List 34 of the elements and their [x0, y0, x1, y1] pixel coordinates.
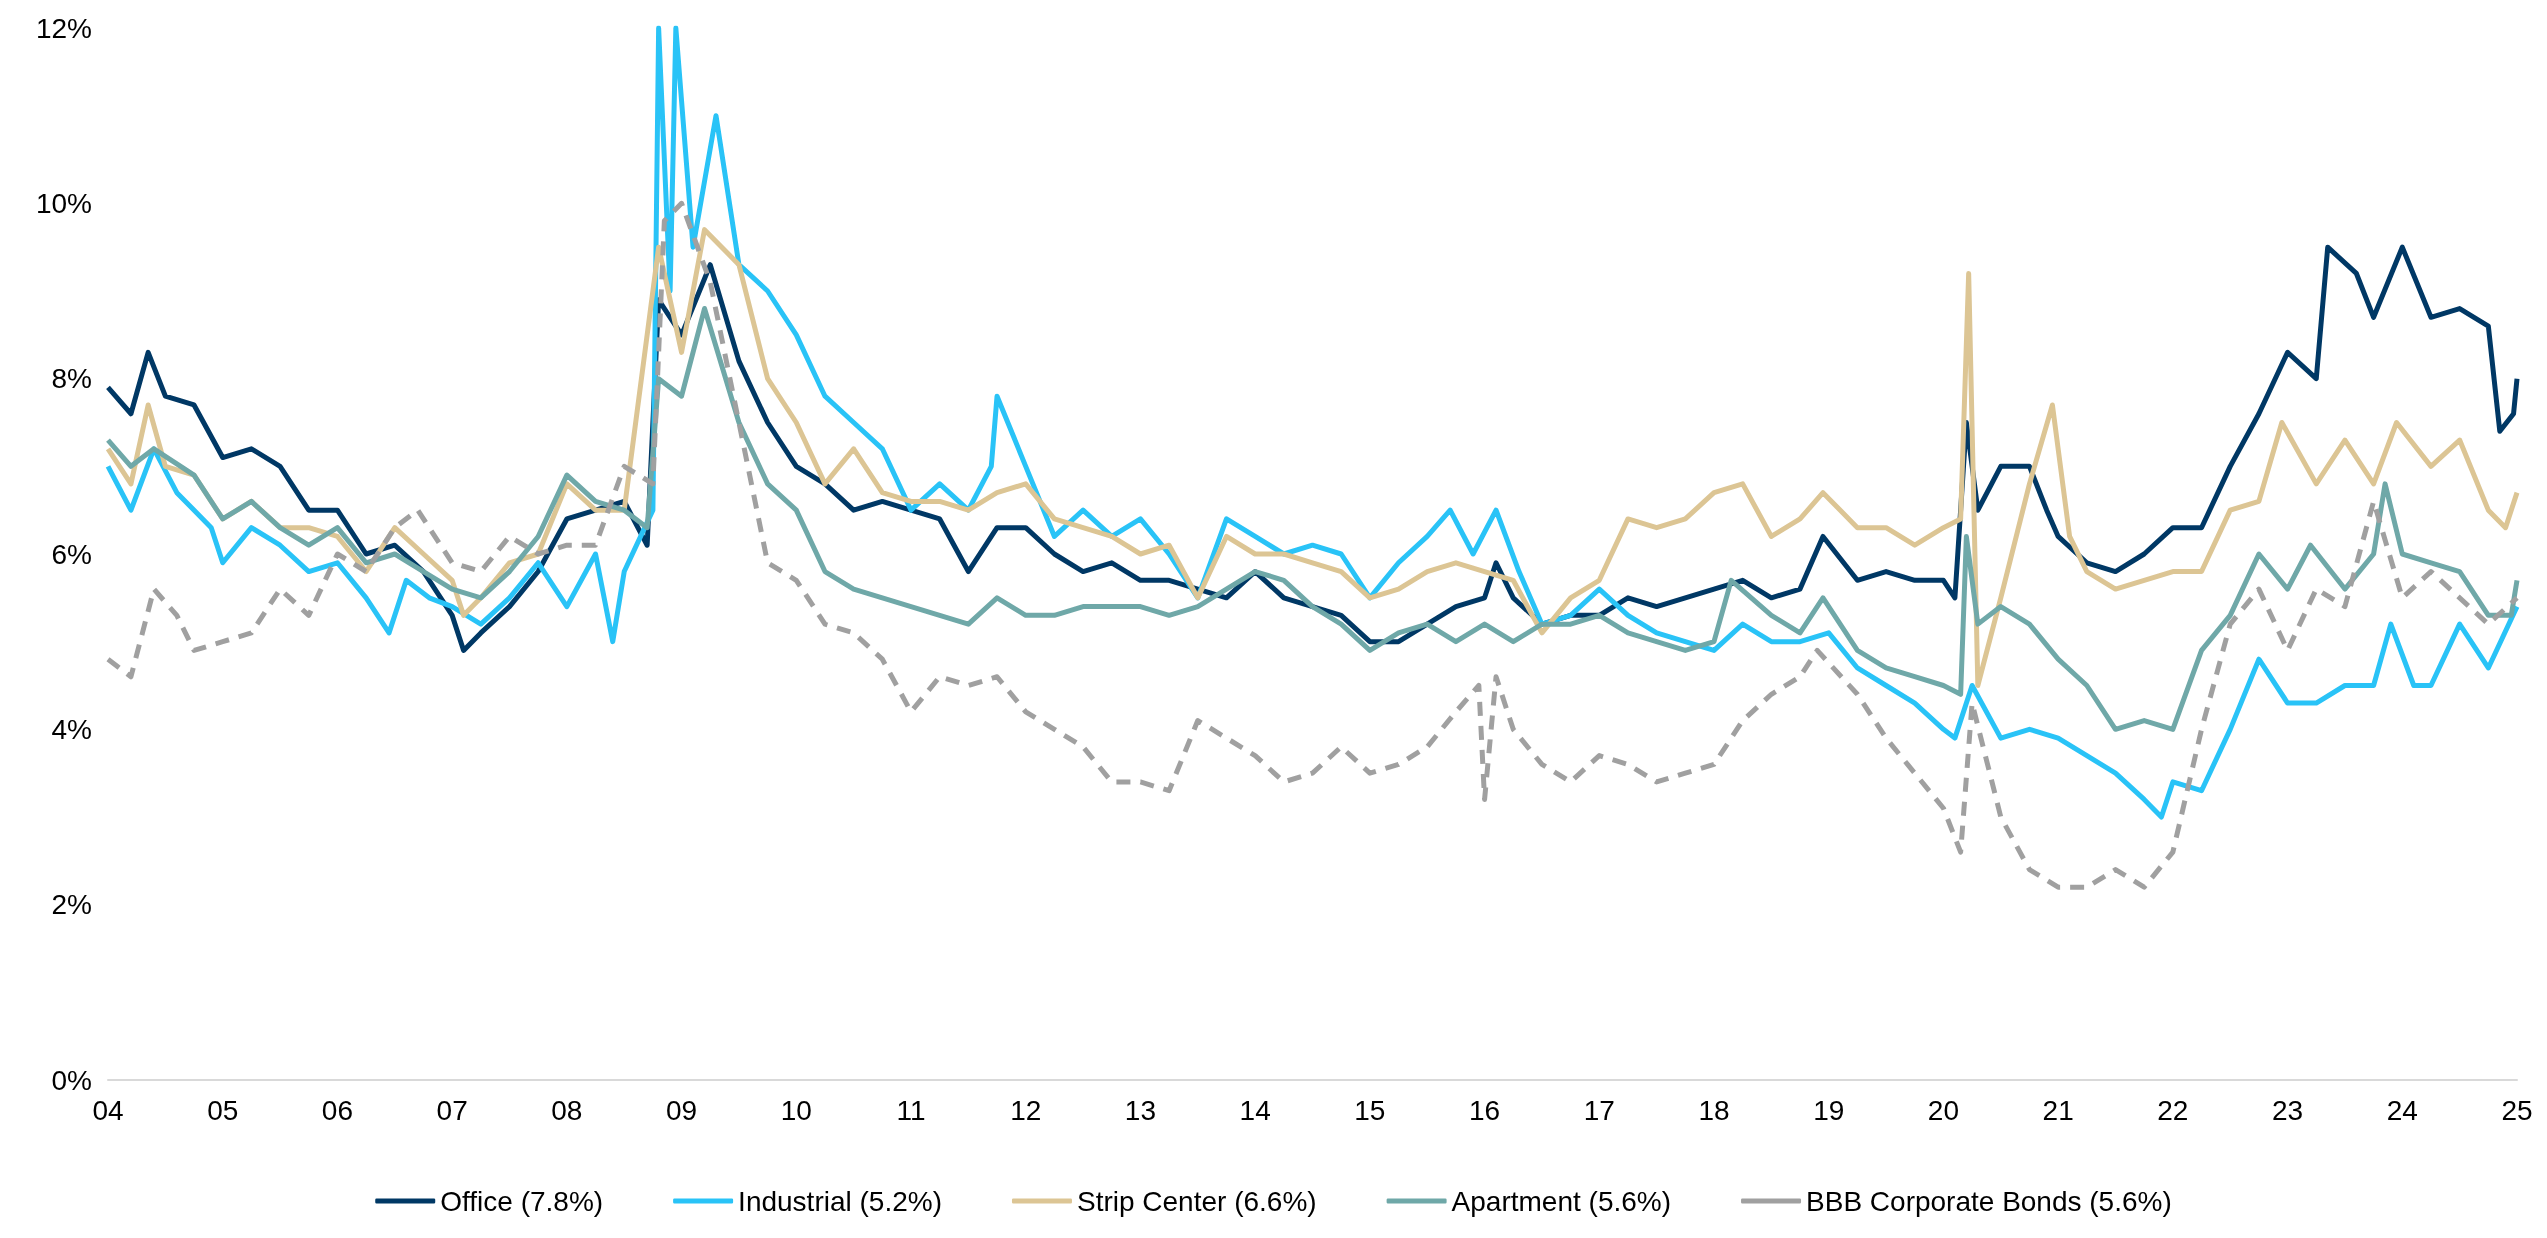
x-tick-label: 13 [1124, 1094, 1157, 1126]
x-tick-label: 12 [1010, 1094, 1042, 1126]
y-tick-label: 12% [35, 12, 92, 44]
x-tick-label: 10 [780, 1094, 812, 1126]
y-tick-label: 8% [51, 363, 92, 395]
y-tick-label: 0% [51, 1064, 92, 1096]
legend-label: Industrial (5.2%) [738, 1185, 942, 1217]
y-tick-label: 2% [51, 889, 92, 921]
x-tick-label: 08 [551, 1094, 583, 1126]
x-tick-label: 09 [665, 1094, 698, 1126]
x-tick-label: 23 [2271, 1094, 2304, 1126]
x-tick-label: 25 [2501, 1094, 2533, 1126]
x-tick-label: 14 [1239, 1094, 1271, 1126]
y-tick-label: 4% [51, 713, 92, 745]
x-tick-label: 22 [2157, 1094, 2189, 1126]
x-tick-label: 04 [92, 1094, 124, 1126]
x-tick-label: 20 [1927, 1094, 1960, 1126]
x-tick-label: 18 [1698, 1094, 1730, 1126]
x-tick-label: 05 [207, 1094, 239, 1126]
x-tick-label: 19 [1813, 1094, 1845, 1126]
x-tick-label: 16 [1468, 1094, 1501, 1126]
y-tick-label: 10% [35, 187, 92, 219]
x-tick-label: 07 [436, 1094, 468, 1126]
legend-label: BBB Corporate Bonds (5.6%) [1806, 1185, 2172, 1217]
x-tick-label: 21 [2042, 1094, 2074, 1126]
x-tick-label: 06 [321, 1094, 354, 1126]
legend-label: Office (7.8%) [440, 1185, 604, 1217]
x-tick-label: 11 [896, 1094, 926, 1126]
legend-label: Apartment (5.6%) [1451, 1185, 1672, 1217]
x-tick-label: 15 [1354, 1094, 1386, 1126]
x-tick-label: 17 [1583, 1094, 1615, 1126]
y-tick-label: 6% [51, 538, 92, 570]
legend-label: Strip Center (6.6%) [1076, 1185, 1317, 1217]
x-tick-label: 24 [2386, 1094, 2418, 1126]
